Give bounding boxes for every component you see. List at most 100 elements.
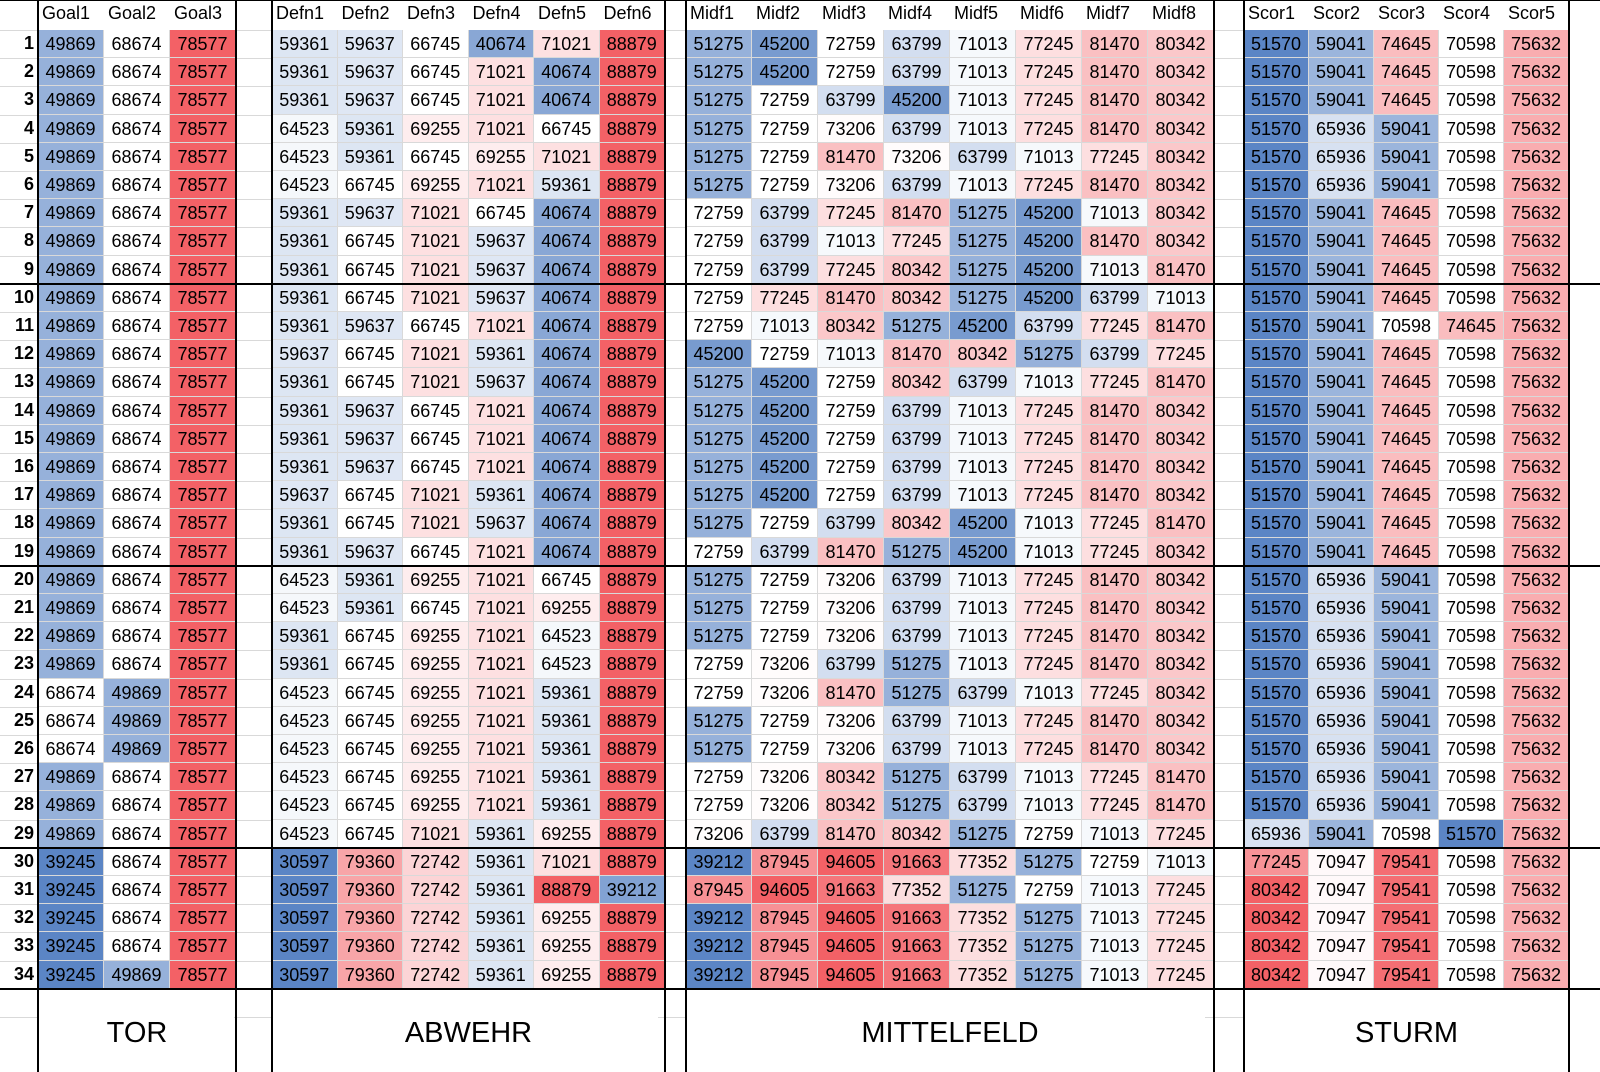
table-cell[interactable]: 72759 — [818, 424, 884, 453]
table-cell[interactable]: 81470 — [1082, 706, 1148, 735]
table-cell[interactable]: 80342 — [1244, 932, 1309, 961]
table-cell[interactable]: 69255 — [403, 735, 469, 764]
table-cell[interactable]: 81470 — [1082, 171, 1148, 200]
table-cell[interactable]: 77245 — [1148, 876, 1214, 905]
table-cell[interactable]: 71013 — [950, 565, 1016, 594]
table-cell[interactable]: 59041 — [1374, 565, 1439, 594]
row-number[interactable]: 17 — [13, 484, 34, 505]
table-cell[interactable]: 71013 — [1082, 255, 1148, 284]
table-cell[interactable]: 75632 — [1504, 904, 1569, 933]
row-number[interactable]: 29 — [13, 822, 34, 843]
table-cell[interactable]: 51570 — [1244, 114, 1309, 143]
table-cell[interactable]: 59041 — [1309, 819, 1374, 848]
table-cell[interactable]: 88879 — [599, 960, 665, 989]
table-cell[interactable]: 80342 — [1148, 171, 1214, 200]
table-cell[interactable]: 81470 — [1082, 396, 1148, 425]
table-cell[interactable]: 63799 — [884, 481, 950, 510]
table-cell[interactable]: 66745 — [403, 537, 469, 566]
table-cell[interactable]: 78577 — [170, 171, 236, 200]
table-cell[interactable]: 88879 — [599, 340, 665, 369]
table-cell[interactable]: 49869 — [104, 706, 170, 735]
table-cell[interactable]: 51570 — [1244, 58, 1309, 87]
table-cell[interactable]: 73206 — [752, 763, 818, 792]
table-cell[interactable]: 69255 — [534, 904, 600, 933]
table-cell[interactable]: 64523 — [272, 171, 338, 200]
table-cell[interactable]: 65936 — [1309, 791, 1374, 820]
table-cell[interactable]: 81470 — [1082, 481, 1148, 510]
table-cell[interactable]: 70598 — [1439, 255, 1504, 284]
table-cell[interactable]: 63799 — [752, 255, 818, 284]
column-header-midf5[interactable]: Midf5 — [954, 3, 999, 23]
table-cell[interactable]: 59041 — [1374, 622, 1439, 651]
table-cell[interactable]: 88879 — [599, 142, 665, 171]
table-cell[interactable]: 59637 — [337, 86, 403, 115]
table-cell[interactable]: 81470 — [1082, 424, 1148, 453]
table-cell[interactable]: 71013 — [950, 30, 1016, 59]
table-cell[interactable]: 59361 — [272, 283, 338, 312]
table-cell[interactable]: 49869 — [38, 312, 104, 341]
table-cell[interactable]: 80342 — [1148, 30, 1214, 59]
table-cell[interactable]: 65936 — [1309, 763, 1374, 792]
table-cell[interactable]: 81470 — [1082, 86, 1148, 115]
table-cell[interactable]: 63799 — [884, 30, 950, 59]
table-cell[interactable]: 49869 — [38, 509, 104, 538]
table-cell[interactable]: 72742 — [403, 847, 469, 876]
table-cell[interactable]: 65936 — [1309, 622, 1374, 651]
table-cell[interactable]: 78577 — [170, 114, 236, 143]
table-cell[interactable]: 59041 — [1374, 594, 1439, 623]
table-cell[interactable]: 79360 — [337, 904, 403, 933]
table-cell[interactable]: 65936 — [1309, 706, 1374, 735]
table-cell[interactable]: 80342 — [1148, 735, 1214, 764]
table-cell[interactable]: 72759 — [818, 58, 884, 87]
table-cell[interactable]: 71013 — [950, 114, 1016, 143]
table-cell[interactable]: 72759 — [752, 171, 818, 200]
table-cell[interactable]: 71013 — [1016, 537, 1082, 566]
table-cell[interactable]: 71013 — [950, 171, 1016, 200]
table-cell[interactable]: 64523 — [272, 706, 338, 735]
table-cell[interactable]: 59637 — [272, 481, 338, 510]
table-cell[interactable]: 78577 — [170, 904, 236, 933]
table-cell[interactable]: 87945 — [686, 876, 752, 905]
table-cell[interactable]: 45200 — [752, 424, 818, 453]
table-cell[interactable]: 59041 — [1374, 763, 1439, 792]
table-cell[interactable]: 49869 — [38, 340, 104, 369]
table-cell[interactable]: 88879 — [599, 565, 665, 594]
table-cell[interactable]: 63799 — [818, 650, 884, 679]
table-cell[interactable]: 51275 — [686, 368, 752, 397]
table-cell[interactable]: 40674 — [534, 481, 600, 510]
table-cell[interactable]: 81470 — [1082, 30, 1148, 59]
table-cell[interactable]: 49869 — [38, 565, 104, 594]
table-cell[interactable]: 70598 — [1439, 876, 1504, 905]
table-cell[interactable]: 71021 — [534, 142, 600, 171]
column-header-midf3[interactable]: Midf3 — [822, 3, 867, 23]
table-cell[interactable]: 45200 — [686, 340, 752, 369]
table-cell[interactable]: 74645 — [1374, 86, 1439, 115]
table-cell[interactable]: 72759 — [1016, 819, 1082, 848]
table-cell[interactable]: 70598 — [1439, 199, 1504, 228]
table-cell[interactable]: 75632 — [1504, 791, 1569, 820]
table-cell[interactable]: 72759 — [752, 142, 818, 171]
table-cell[interactable]: 72759 — [752, 86, 818, 115]
table-cell[interactable]: 79360 — [337, 847, 403, 876]
table-cell[interactable]: 78577 — [170, 283, 236, 312]
table-cell[interactable]: 70598 — [1439, 537, 1504, 566]
table-cell[interactable]: 72759 — [1082, 847, 1148, 876]
table-cell[interactable]: 77245 — [1016, 481, 1082, 510]
table-cell[interactable]: 64523 — [272, 678, 338, 707]
table-cell[interactable]: 72759 — [818, 453, 884, 482]
column-header-defn6[interactable]: Defn6 — [603, 3, 652, 23]
table-cell[interactable]: 69255 — [534, 932, 600, 961]
table-cell[interactable]: 49869 — [38, 255, 104, 284]
table-cell[interactable]: 88879 — [599, 114, 665, 143]
table-cell[interactable]: 72759 — [686, 763, 752, 792]
table-cell[interactable]: 71021 — [468, 171, 534, 200]
table-cell[interactable]: 77352 — [884, 876, 950, 905]
table-cell[interactable]: 72759 — [686, 791, 752, 820]
table-cell[interactable]: 49869 — [38, 424, 104, 453]
table-cell[interactable]: 80342 — [818, 312, 884, 341]
table-cell[interactable]: 91663 — [884, 932, 950, 961]
table-cell[interactable]: 51275 — [686, 509, 752, 538]
table-cell[interactable]: 66745 — [403, 30, 469, 59]
table-cell[interactable]: 64523 — [272, 819, 338, 848]
table-cell[interactable]: 88879 — [599, 537, 665, 566]
